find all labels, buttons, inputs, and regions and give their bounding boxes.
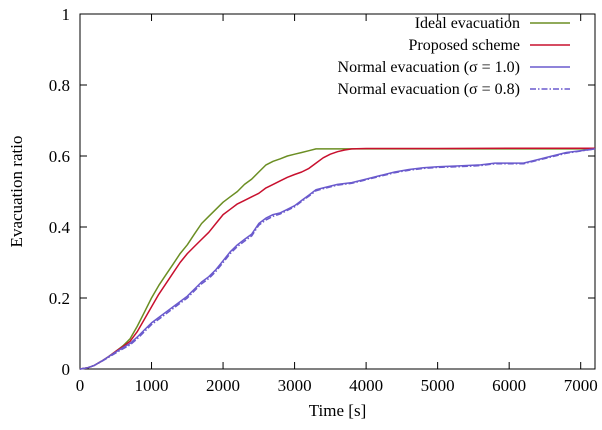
legend-label-3: Normal evacuation (σ = 1.0) xyxy=(338,59,520,76)
legend-label-4: Normal evacuation (σ = 0.8) xyxy=(338,81,520,98)
x-axis-label: Time [s] xyxy=(309,401,366,420)
y-tick-label: 0.4 xyxy=(49,218,71,237)
y-axis-label: Evacuation ratio xyxy=(7,136,26,248)
series-line-3 xyxy=(79,148,596,370)
y-tick-label: 0 xyxy=(62,360,71,379)
series-line-2 xyxy=(79,147,595,370)
x-tick-label: 2000 xyxy=(206,376,240,395)
legend: Ideal evacuation Proposed scheme Normal ev… xyxy=(338,15,570,98)
y-tick-label: 1 xyxy=(62,5,71,24)
x-tick-label: 7000 xyxy=(564,376,598,395)
x-tick-label: 0 xyxy=(76,376,85,395)
plot-series xyxy=(79,147,596,370)
x-tick-label: 4000 xyxy=(349,376,383,395)
x-tick-label: 1000 xyxy=(135,376,169,395)
plot-frame xyxy=(79,13,596,370)
series-line-1 xyxy=(79,148,595,370)
legend-label-1: Ideal evacuation xyxy=(415,15,520,32)
x-tick-label: 5000 xyxy=(421,376,455,395)
x-tick-label: 6000 xyxy=(492,376,526,395)
x-tick-label: 3000 xyxy=(278,376,312,395)
y-tick-label: 0.6 xyxy=(49,147,70,166)
y-tick-label: 0.8 xyxy=(49,76,70,95)
axes: 0 1000 2000 3000 4000 5000 6000 7000 0 0.2 0.4 0.6 0… xyxy=(49,5,598,395)
legend-label-2: Proposed scheme xyxy=(408,37,520,54)
y-tick-label: 0.2 xyxy=(49,289,70,308)
series-line-4 xyxy=(79,148,596,370)
